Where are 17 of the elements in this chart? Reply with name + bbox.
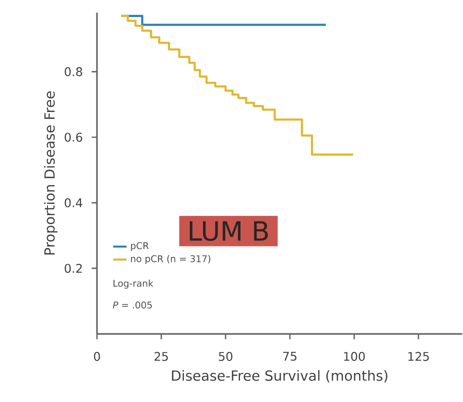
x-tick-label: 50 <box>218 352 232 362</box>
annotation: Log-rank <box>114 280 154 289</box>
annotation: P = .005 <box>112 302 152 309</box>
y-tick-label: 0.8 <box>64 67 82 76</box>
x-tick-label: 100 <box>344 352 365 362</box>
x-tick-label: 25 <box>154 352 168 362</box>
annotation: LUM B <box>190 221 268 242</box>
x-tick-label: 0 <box>94 352 100 362</box>
y-tick-label: 0.4 <box>64 198 82 208</box>
x-axis-title: Disease-Free Survival (months) <box>172 370 388 383</box>
legend-label: pCR <box>131 242 149 252</box>
x-tick-label: 125 <box>408 352 429 362</box>
y-tick-label: 0.6 <box>64 132 82 142</box>
x-tick-label: 75 <box>283 352 296 361</box>
y-axis-title: Proportion Disease Free <box>44 91 58 255</box>
legend-label: no pCR (n = 317) <box>131 255 210 264</box>
y-tick-label: 0.2 <box>64 264 82 273</box>
